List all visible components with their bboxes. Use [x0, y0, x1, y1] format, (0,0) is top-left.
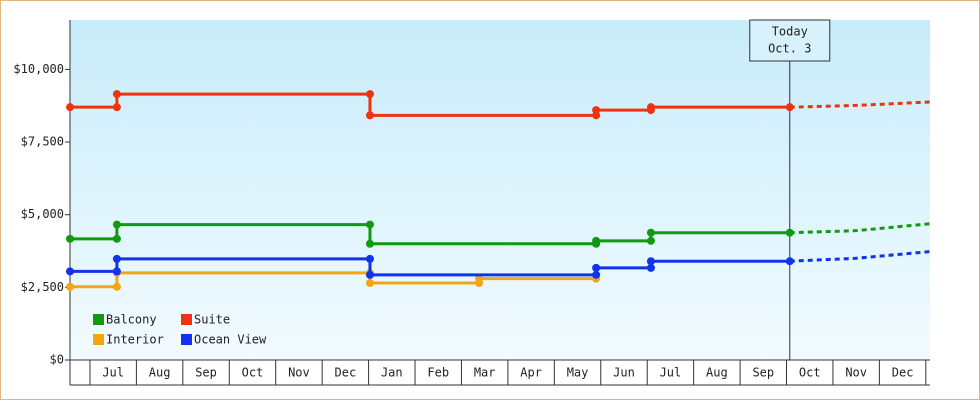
x-tick-label: Jan [381, 366, 403, 380]
legend-swatch [181, 314, 192, 325]
legend-label: Suite [194, 313, 230, 327]
point [66, 282, 74, 291]
point [475, 274, 484, 283]
forecast-line [789, 100, 931, 109]
y-tick-label: $0 [50, 353, 64, 367]
point [646, 103, 655, 112]
x-tick-label: Nov [845, 366, 867, 380]
point [592, 106, 601, 115]
point [785, 228, 794, 237]
x-tick-label: Feb [427, 366, 449, 380]
x-tick-label: Sep [752, 366, 774, 380]
today-box [749, 19, 831, 62]
x-tick-label: Aug [149, 366, 171, 380]
x-tick-label: Sep [195, 366, 217, 380]
point [646, 263, 655, 272]
series-line [70, 223, 790, 246]
x-tick-label: Jul [660, 366, 682, 380]
x-tick-label: Nov [288, 366, 310, 380]
x-tick-label: Mar [474, 366, 496, 380]
point [785, 257, 794, 266]
legend-label: Balcony [106, 313, 157, 327]
point [646, 228, 655, 237]
forecast-line [789, 250, 931, 263]
point [646, 236, 655, 245]
point [112, 90, 121, 99]
point [112, 234, 121, 243]
x-tick-label: Aug [706, 366, 728, 380]
y-tick-label: $2,500 [21, 280, 64, 294]
point [365, 278, 374, 287]
x-tick-label: Oct [242, 366, 264, 380]
point [365, 254, 374, 263]
point [112, 254, 121, 263]
point [365, 239, 374, 248]
x-tick-label: Jul [102, 366, 124, 380]
point [785, 103, 794, 112]
point [66, 234, 74, 243]
point [365, 220, 374, 229]
today-date: Oct. 3 [768, 42, 811, 56]
point [66, 103, 74, 112]
legend-swatch [181, 334, 192, 345]
legend-label: Ocean View [194, 333, 267, 347]
point [592, 270, 601, 279]
point [112, 103, 121, 112]
x-tick-label: Oct [799, 366, 821, 380]
forecast-line [789, 222, 931, 235]
x-tick-label: Dec [892, 366, 914, 380]
legend-swatch [93, 314, 104, 325]
today-label: Today [772, 25, 808, 39]
point [112, 267, 121, 276]
point [66, 267, 74, 276]
point [365, 111, 374, 120]
x-tick-label: Jun [613, 366, 635, 380]
point [112, 220, 121, 229]
point [592, 236, 601, 245]
x-tick-label: Apr [520, 366, 542, 380]
x-tick-label: Dec [335, 366, 357, 380]
point [112, 282, 121, 291]
point [646, 257, 655, 266]
point [592, 263, 601, 272]
x-tick-label: May [567, 366, 589, 380]
plot-area [70, 20, 930, 360]
legend-label: Interior [106, 333, 164, 347]
point [365, 270, 374, 279]
y-tick-label: $7,500 [21, 135, 64, 149]
point [365, 90, 374, 99]
y-tick-label: $5,000 [21, 207, 64, 221]
y-tick-label: $10,000 [13, 62, 64, 76]
legend-swatch [93, 334, 104, 345]
